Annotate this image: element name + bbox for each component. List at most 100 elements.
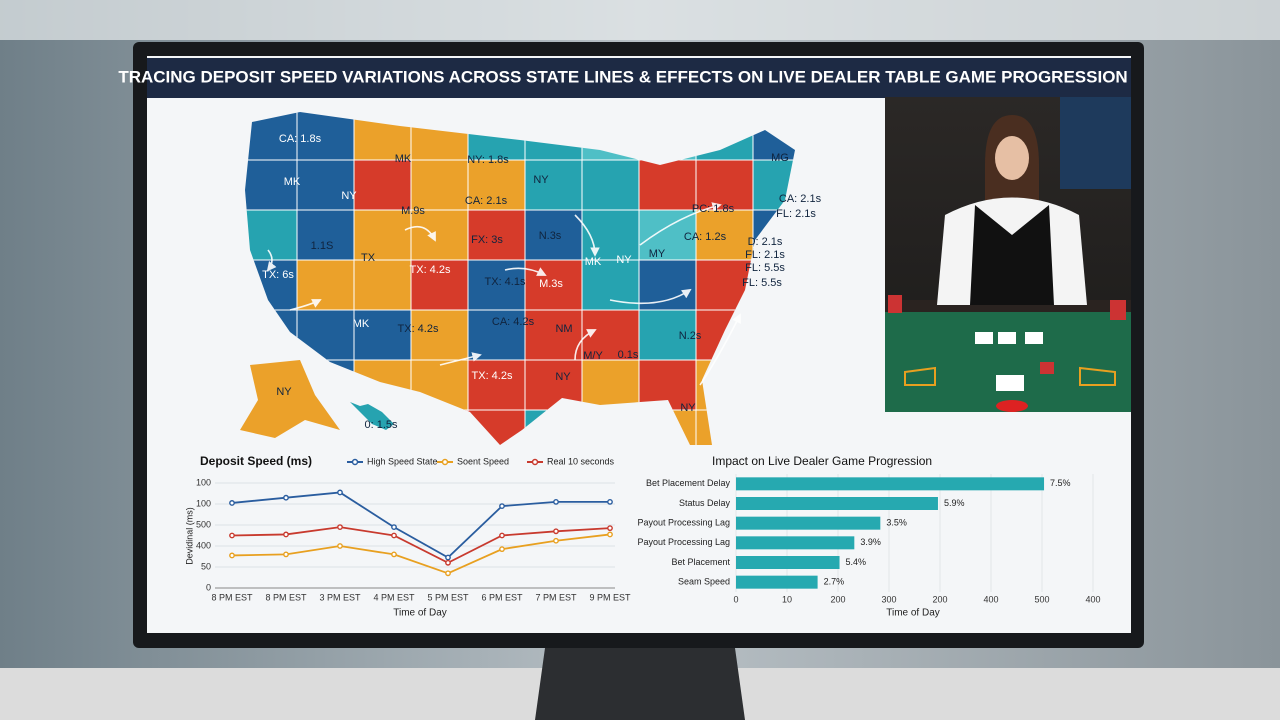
state-region xyxy=(296,159,355,211)
chip-stack xyxy=(1110,300,1126,320)
live-dealer-video xyxy=(885,97,1131,412)
map-label: PC: 1.8s xyxy=(692,203,735,215)
legend-marker xyxy=(531,458,539,466)
map-label: TX: 4.2s xyxy=(398,323,439,335)
category-label: Status Delay xyxy=(679,498,731,508)
map-label: 0.1s xyxy=(618,349,639,361)
point xyxy=(607,498,613,505)
bar xyxy=(736,536,855,550)
flow-arrow xyxy=(289,299,322,311)
point xyxy=(499,503,505,509)
flow-arrow xyxy=(504,267,547,276)
flow-arrow xyxy=(404,225,436,242)
bar xyxy=(736,556,840,569)
map-label: D: 2.1s xyxy=(748,236,783,248)
x-tick-label: 200 xyxy=(830,594,845,604)
series-line xyxy=(231,491,610,559)
bar-annotation: 5.4% xyxy=(846,557,867,567)
state-region xyxy=(296,209,355,261)
state-region xyxy=(296,259,355,311)
map-label: M/Y xyxy=(583,350,603,362)
map-label: FL: 5.5s xyxy=(745,262,785,274)
map-label: NY xyxy=(680,402,696,414)
chart-title: Deposit Speed (ms) xyxy=(200,454,312,468)
point xyxy=(445,570,451,577)
monitor-stand xyxy=(535,648,745,720)
state-region xyxy=(410,209,469,261)
map-label: NY xyxy=(341,190,357,202)
x-axis-label: Time of Day xyxy=(393,608,447,619)
x-tick-label: 3 PM EST xyxy=(319,592,361,602)
x-tick-label: 8 PM EST xyxy=(265,592,307,602)
point xyxy=(607,531,613,538)
y-tick-label: 500 xyxy=(196,519,211,529)
chip-stack xyxy=(888,295,902,313)
state-region xyxy=(524,309,583,361)
x-tick-label: 500 xyxy=(1034,594,1049,604)
card xyxy=(996,375,1024,391)
page-title: TRACING DEPOSIT SPEED VARIATIONS ACROSS … xyxy=(118,67,1127,86)
state-region xyxy=(353,209,412,261)
point xyxy=(337,524,343,530)
state-region xyxy=(296,112,355,161)
state-region xyxy=(638,309,697,361)
map-label: M.3s xyxy=(539,278,563,290)
x-tick-label: 200 xyxy=(932,594,947,604)
map-label: MK xyxy=(585,256,602,268)
point xyxy=(283,494,289,501)
point xyxy=(229,500,235,506)
series-line xyxy=(231,526,611,564)
state-region xyxy=(524,209,583,261)
chip-stack xyxy=(1040,362,1054,374)
y-tick-label: 100 xyxy=(196,498,211,508)
map-label: FL: 2.1s xyxy=(745,249,785,261)
legend-label: Soent Speed xyxy=(457,456,509,466)
x-tick-label: 0 xyxy=(733,594,738,604)
x-tick-label: 10 xyxy=(782,594,792,604)
dealer-face xyxy=(995,136,1029,180)
map-label: TX: 4.2s xyxy=(472,370,513,382)
bar-annotation: 5.9% xyxy=(944,498,965,508)
state-region xyxy=(695,209,754,261)
map-label: FL: 5.5s xyxy=(742,277,782,289)
category-label: Bet Placement xyxy=(671,557,730,567)
x-tick-label: 400 xyxy=(983,594,998,604)
charts: Deposit Speed (ms) Devidinal (ms) Time of … xyxy=(184,454,1100,618)
category-label: Seam Speed xyxy=(678,577,730,587)
point xyxy=(553,498,559,505)
map-label: 0: 1.5s xyxy=(364,419,398,431)
map-label: NY xyxy=(555,371,571,383)
state-region xyxy=(467,209,526,261)
x-tick-label: 9 PM EST xyxy=(589,592,631,602)
card xyxy=(1025,332,1043,344)
state-region xyxy=(410,159,469,211)
map-label: CA: 1.8s xyxy=(279,133,322,145)
legend-label: Real 10 seconds xyxy=(547,456,615,466)
state-region xyxy=(524,159,583,211)
map-label: MK xyxy=(284,176,301,188)
header-bar xyxy=(147,58,1131,98)
y-tick-label: 400 xyxy=(196,540,211,550)
category-label: Payout Processing Lag xyxy=(637,518,730,528)
map-label: NY xyxy=(276,386,292,398)
table-felt xyxy=(885,300,1131,412)
y-tick-label: 50 xyxy=(201,561,211,571)
map-label: NY xyxy=(616,254,632,266)
point xyxy=(391,524,397,530)
point xyxy=(445,554,451,561)
point xyxy=(229,552,235,559)
map-label: NY xyxy=(533,174,549,186)
bet-box xyxy=(904,366,1116,386)
bar xyxy=(736,497,938,510)
map-label: CA: 4.2s xyxy=(492,316,535,328)
category-label: Bet Placement Delay xyxy=(646,478,731,488)
x-tick-label: 400 xyxy=(1085,594,1100,604)
map-label: FL: 2.1s xyxy=(776,208,816,220)
state-region xyxy=(638,259,697,311)
map-label: CA: 2.1s xyxy=(779,193,822,205)
flow-arrow xyxy=(266,249,277,272)
state-region xyxy=(581,159,640,211)
map-label: N.3s xyxy=(539,230,562,242)
map-label: N.2s xyxy=(679,330,702,342)
